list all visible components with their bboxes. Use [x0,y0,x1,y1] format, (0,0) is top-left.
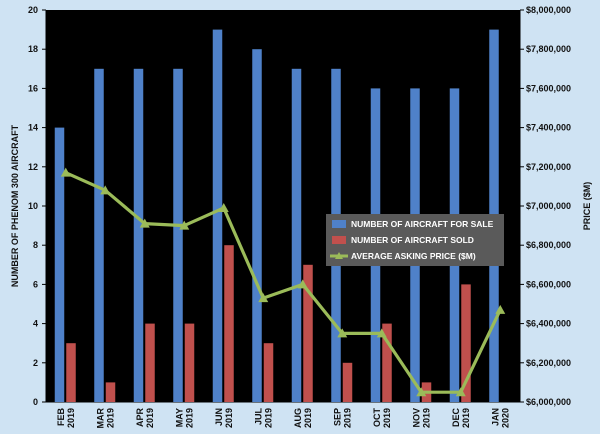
legend-swatch [332,220,346,228]
right-tick-label: $7,200,000 [526,162,571,172]
x-tick-label-year: 2020 [500,408,510,428]
x-tick-label-year: 2019 [342,408,352,428]
right-tick-label: $6,000,000 [526,397,571,407]
bar-aircraft-sold [66,343,76,402]
left-tick-label: 16 [28,83,38,93]
x-tick-label-year: 2019 [421,408,431,428]
x-tick-label-year: 2019 [303,408,313,428]
right-tick-label: $6,400,000 [526,319,571,329]
line-marker-average-asking-price [139,218,150,228]
x-tick-label-year: 2019 [66,408,76,428]
bar-aircraft-sold [342,362,353,402]
line-marker-average-asking-price [495,304,506,314]
bar-aircraft-sold [224,245,234,402]
bar-aircraft-sold [184,323,195,402]
legend-label: NUMBER OF AIRCRAFT SOLD [351,235,474,245]
left-tick-label: 4 [33,319,38,329]
bar-aircraft-for-sale [133,68,144,403]
line-marker-average-asking-price [100,185,111,195]
line-marker-average-asking-price [455,387,466,397]
left-tick-label: 18 [28,44,38,54]
line-marker-average-asking-price [60,167,71,177]
line-marker-average-asking-price [179,220,190,230]
x-tick-label-month: DEC [451,408,461,428]
bar-aircraft-sold [461,284,471,402]
x-tick-label-year: 2019 [224,408,234,428]
right-tick-label: $7,000,000 [526,201,571,211]
line-marker-average-asking-price [258,293,269,303]
right-tick-label: $6,800,000 [526,240,571,250]
left-tick-label: 6 [33,279,38,289]
legend-label: NUMBER OF AIRCRAFT FOR SALE [351,219,494,229]
legend-swatch-marker [335,252,343,259]
left-tick-label: 10 [28,201,38,211]
x-tick-label-month: MAY [174,408,184,427]
legend-label: AVERAGE ASKING PRICE ($M) [351,251,476,261]
x-tick-label-month: AUG [293,408,303,428]
bar-aircraft-sold [105,382,116,402]
legend-box [326,214,504,266]
line-marker-average-asking-price [218,202,229,212]
bar-aircraft-for-sale [212,29,223,402]
left-tick-label: 14 [28,123,38,133]
bar-aircraft-sold [263,343,274,402]
line-marker-average-asking-price [297,279,308,289]
line-marker-average-asking-price [416,387,427,397]
x-tick-label-month: NOV [411,408,421,428]
x-tick-label-month: MAR [95,408,105,429]
bar-aircraft-sold [145,323,155,402]
x-tick-label-year: 2019 [382,408,392,428]
x-tick-label-month: JUL [253,408,263,426]
right-tick-label: $6,200,000 [526,358,571,368]
left-tick-label: 20 [28,5,38,15]
left-tick-label: 8 [33,240,38,250]
x-tick-label-month: JUN [214,408,224,426]
y-axis-title: NUMBER OF PHENOM 300 AIRCRAFT [10,124,20,287]
x-tick-label-year: 2019 [145,408,155,428]
legend-swatch [332,236,346,244]
x-tick-label-year: 2019 [263,408,273,428]
x-tick-label-month: FEB [56,407,66,426]
line-average-asking-price [65,171,502,394]
x-tick-label-year: 2019 [105,408,115,428]
right-tick-label: $7,400,000 [526,123,571,133]
line-marker-average-asking-price [337,328,348,338]
x-tick-label-year: 2019 [461,408,471,428]
x-tick-label-year: 2019 [184,408,194,428]
left-tick-label: 12 [28,162,38,172]
left-tick-label: 2 [33,358,38,368]
left-tick-label: 0 [33,397,38,407]
right-tick-label: $7,800,000 [526,44,571,54]
right-tick-label: $8,000,000 [526,5,571,15]
bar-aircraft-for-sale [173,68,183,403]
y2-axis-title: PRICE ($M) [582,182,592,231]
bar-aircraft-for-sale [94,68,104,403]
right-tick-label: $6,600,000 [526,279,571,289]
bar-aircraft-sold [303,264,313,402]
plot-area [46,10,520,402]
bar-aircraft-for-sale [291,68,302,403]
bar-aircraft-for-sale [54,127,65,402]
x-tick-label-month: SEP [332,408,342,426]
x-tick-label-month: APR [135,408,145,428]
right-tick-label: $7,600,000 [526,83,571,93]
line-marker-average-asking-price [376,328,387,338]
bar-aircraft-for-sale [252,49,262,402]
x-tick-label-month: OCT [372,408,382,428]
bar-aircraft-sold [382,323,392,402]
x-tick-label-month: JAN [490,408,500,426]
